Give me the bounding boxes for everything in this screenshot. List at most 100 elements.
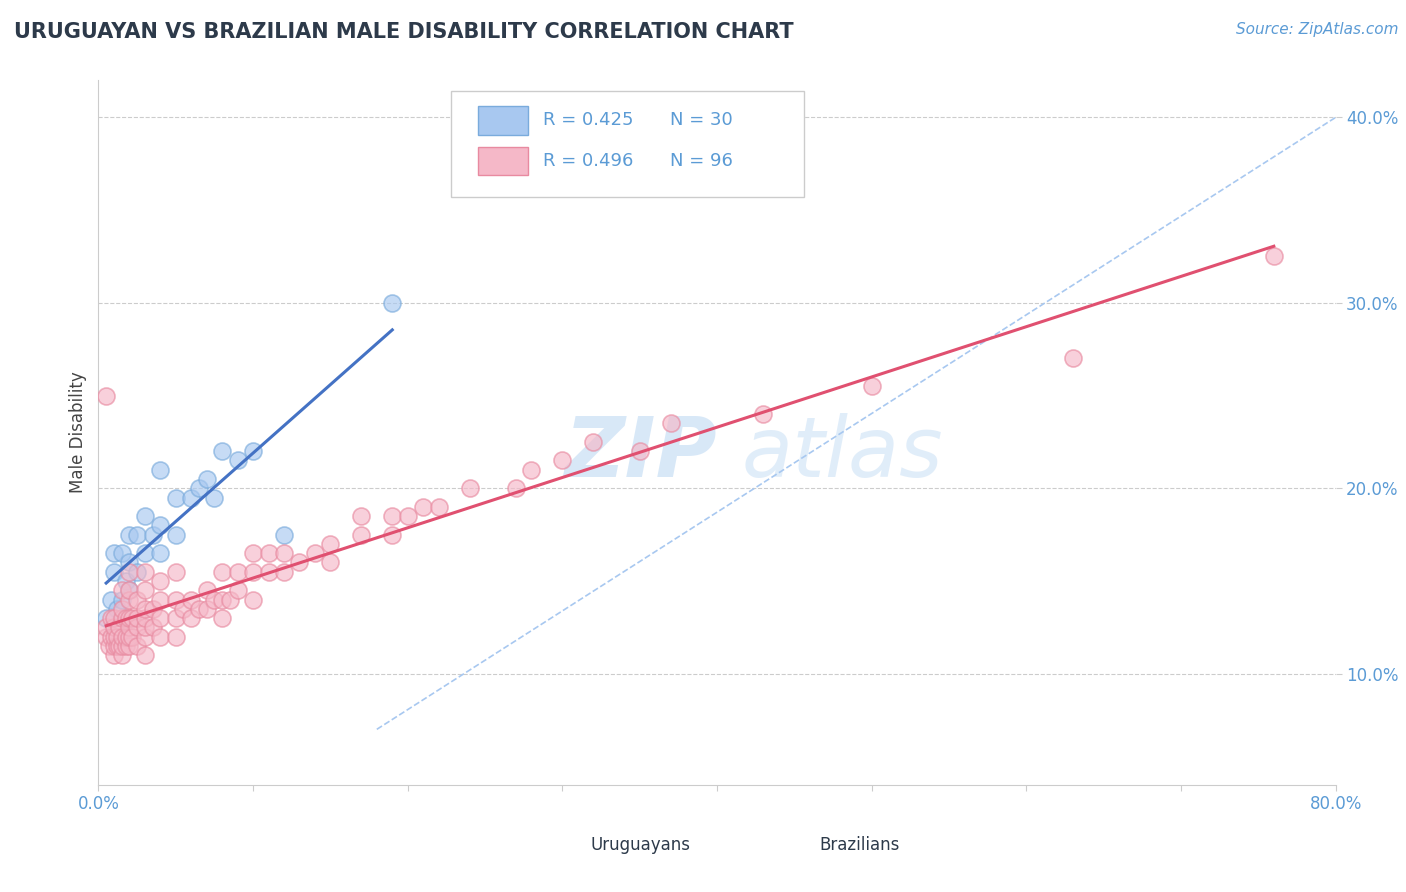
Point [127,620,149,634]
Point [226,565,249,579]
Point [149,592,172,607]
Point [195,472,218,486]
Point [107,639,129,653]
Point [180,491,202,505]
Point [381,527,404,541]
Point [127,639,149,653]
Point [100,611,122,625]
Point [118,639,141,653]
Point [141,620,165,634]
Point [319,556,342,570]
Point [659,417,682,431]
FancyBboxPatch shape [478,106,527,135]
Point [211,592,233,607]
Point [134,509,156,524]
Point [381,295,404,310]
Point [195,583,218,598]
Point [111,546,132,560]
Point [127,592,149,607]
Point [96,630,118,644]
Point [111,611,132,625]
Point [134,583,156,598]
Point [226,453,249,467]
FancyBboxPatch shape [451,91,804,196]
Y-axis label: Male Disability: Male Disability [69,372,87,493]
Point [350,509,373,524]
Point [273,527,295,541]
Point [121,611,143,625]
Point [505,481,527,495]
Point [165,565,187,579]
Point [107,620,129,634]
Point [165,611,187,625]
Point [1263,249,1285,264]
Point [242,565,264,579]
Point [211,444,233,458]
Point [165,527,187,541]
Point [118,556,141,570]
Point [100,592,122,607]
Point [427,500,450,514]
Point [115,574,138,588]
Point [111,630,132,644]
Point [118,583,141,598]
Point [111,601,132,615]
Point [149,546,172,560]
Point [103,639,125,653]
Point [165,592,187,607]
Point [204,491,226,505]
Text: R = 0.496: R = 0.496 [543,153,633,170]
Point [219,592,242,607]
Point [520,463,543,477]
Point [105,601,128,615]
Point [118,583,141,598]
Point [242,444,264,458]
Point [458,481,481,495]
Point [288,556,311,570]
Text: URUGUAYAN VS BRAZILIAN MALE DISABILITY CORRELATION CHART: URUGUAYAN VS BRAZILIAN MALE DISABILITY C… [14,22,793,42]
Text: N = 96: N = 96 [671,153,733,170]
Point [134,611,156,625]
Text: Uruguayans: Uruguayans [591,836,690,854]
Point [118,620,141,634]
FancyBboxPatch shape [773,832,810,859]
Point [141,601,165,615]
Point [180,611,202,625]
Point [134,648,156,662]
Point [100,630,122,644]
Point [118,565,141,579]
Text: ZIP: ZIP [564,413,717,494]
Point [149,611,172,625]
Point [172,601,194,615]
Point [121,630,143,644]
Point [273,546,295,560]
Point [350,527,373,541]
Point [111,648,132,662]
Point [134,565,156,579]
Point [195,601,218,615]
Point [118,527,141,541]
Point [204,592,226,607]
Point [134,630,156,644]
FancyBboxPatch shape [544,832,581,859]
Point [134,620,156,634]
Point [165,491,187,505]
Point [105,639,128,653]
Text: Brazilians: Brazilians [820,836,900,854]
Point [412,500,434,514]
Point [103,648,125,662]
Point [96,388,118,402]
Point [149,630,172,644]
Point [149,518,172,533]
Point [165,630,187,644]
Text: N = 30: N = 30 [671,112,733,129]
Point [96,620,118,634]
Point [1062,351,1084,366]
Point [211,611,233,625]
Point [242,546,264,560]
Point [257,565,280,579]
Point [226,583,249,598]
Point [188,601,211,615]
Point [149,463,172,477]
Point [149,574,172,588]
